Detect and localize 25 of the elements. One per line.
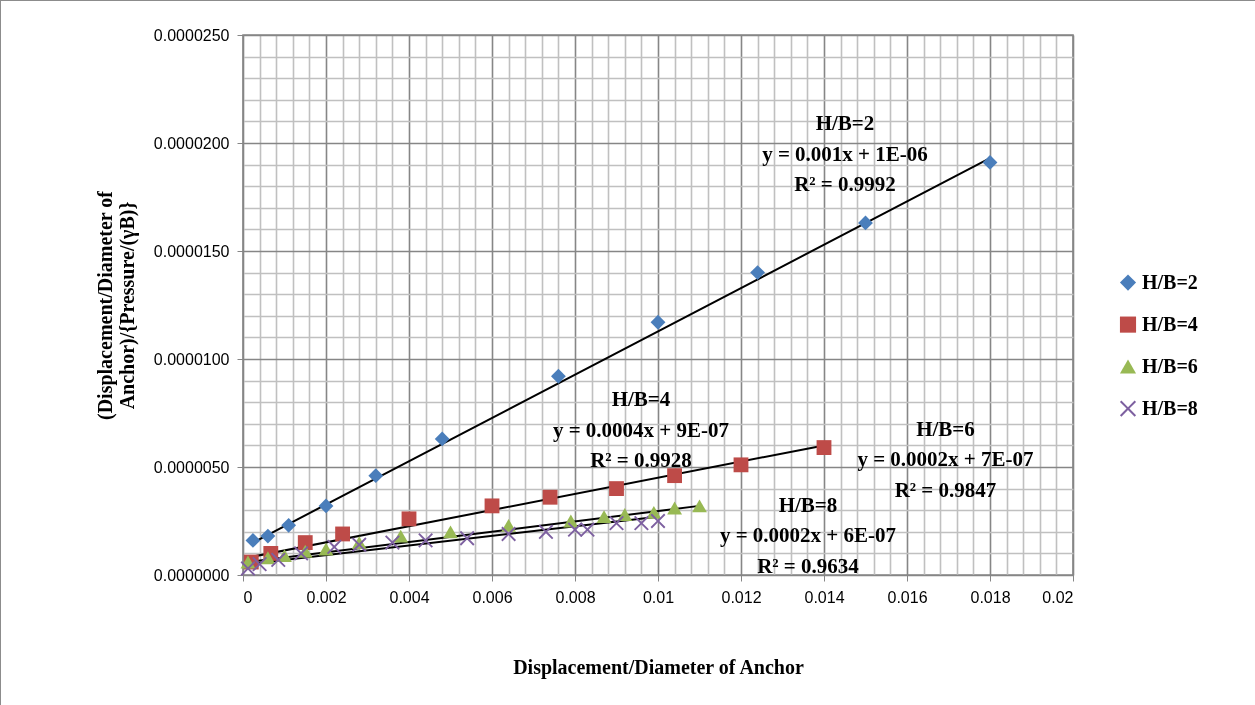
y-tick-label: 0.0000200	[153, 134, 230, 152]
x-tick-label: 0.008	[555, 588, 596, 606]
annotation: H/B=2 y = 0.001x + 1E-06 R² = 0.9992	[762, 111, 928, 197]
y-tick-label: 0.0000150	[153, 242, 230, 260]
x-tick-label: 0.016	[887, 588, 928, 606]
annotation: H/B=4 y = 0.0004x + 9E-07 R² = 0.9928	[552, 387, 730, 473]
legend-label: H/B=2	[1142, 270, 1198, 293]
x-tick-label: 0.012	[721, 588, 762, 606]
y-tick-label: 0.0000250	[153, 26, 230, 44]
x-tick-label: 0.018	[970, 588, 1011, 606]
x-tick-label: 0	[243, 588, 253, 606]
y-tick-label: 0.0000000	[153, 566, 230, 584]
legend-label: H/B=6	[1142, 354, 1198, 377]
x-tick-label: 0.01	[642, 588, 675, 606]
x-axis-title: Displacement/Diameter of Anchor	[513, 655, 804, 679]
legend-label: H/B=4	[1142, 312, 1198, 335]
x-tick-label: 0.004	[389, 588, 430, 606]
x-tick-label: 0.02	[1042, 588, 1074, 606]
y-axis-title: (Displacement/Diameter of Anchor)/{Pressure/(γB)}	[93, 190, 139, 421]
y-tick-label: 0.0000050	[153, 458, 230, 476]
y-tick-label: 0.0000100	[153, 350, 230, 368]
x-tick-label: 0.014	[804, 588, 845, 606]
legend-label: H/B=8	[1142, 396, 1198, 419]
x-tick-label: 0.006	[472, 588, 513, 606]
x-tick-label: 0.002	[306, 588, 347, 606]
